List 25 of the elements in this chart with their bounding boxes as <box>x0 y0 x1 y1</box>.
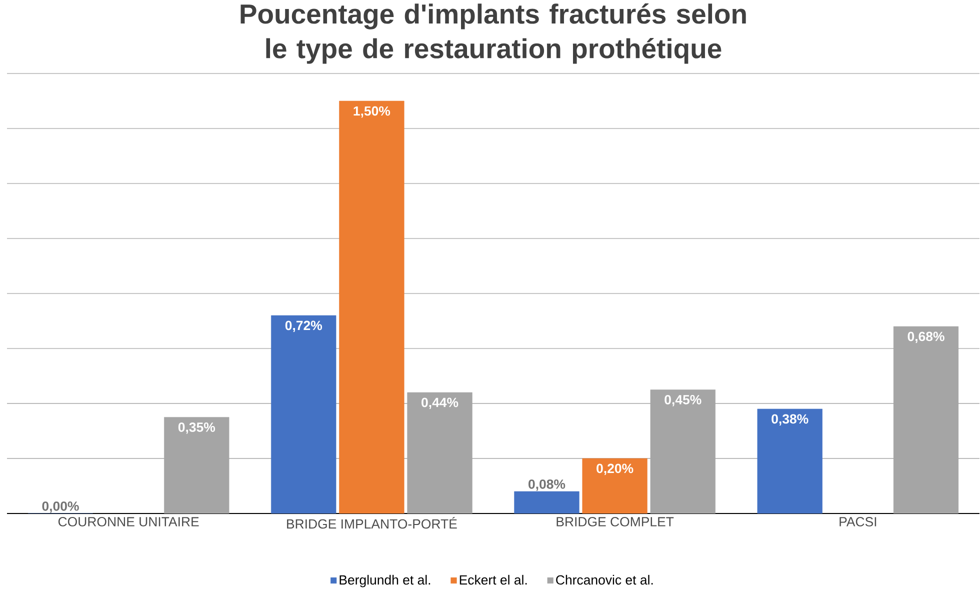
bar <box>650 390 716 514</box>
data-label: 0,00% <box>42 501 79 513</box>
x-tick-label: BRIDGE IMPLANTO-PORTÉ <box>287 516 457 529</box>
legend-label: Eckert el al. <box>460 574 527 585</box>
data-label: 0,20% <box>596 464 634 475</box>
data-label: 0,44% <box>422 398 458 409</box>
data-label: 0,72% <box>285 320 322 332</box>
x-tick-label: COURONNE UNITAIRE <box>58 516 199 526</box>
data-label: 1,50% <box>354 106 390 118</box>
bar <box>164 417 230 514</box>
bar <box>407 392 472 514</box>
legend-label: Berglundh et al. <box>340 574 430 588</box>
x-tick-label: BRIDGE COMPLET <box>556 516 674 526</box>
chart-title: Poucentage d'implants fracturés selon le type de restauration prothétique <box>240 3 746 64</box>
x-tick-label: PACSI <box>840 516 876 526</box>
data-label: 0,68% <box>908 332 944 343</box>
bar <box>757 408 822 514</box>
data-label: 0,35% <box>178 422 216 434</box>
data-label: 0,08% <box>528 479 566 491</box>
legend-label: Chrcanovic et al. <box>556 574 653 585</box>
bar <box>893 326 959 514</box>
bar <box>271 315 336 514</box>
bar <box>514 491 580 514</box>
data-label: 0,45% <box>664 394 702 406</box>
data-label: 0,38% <box>772 414 808 426</box>
